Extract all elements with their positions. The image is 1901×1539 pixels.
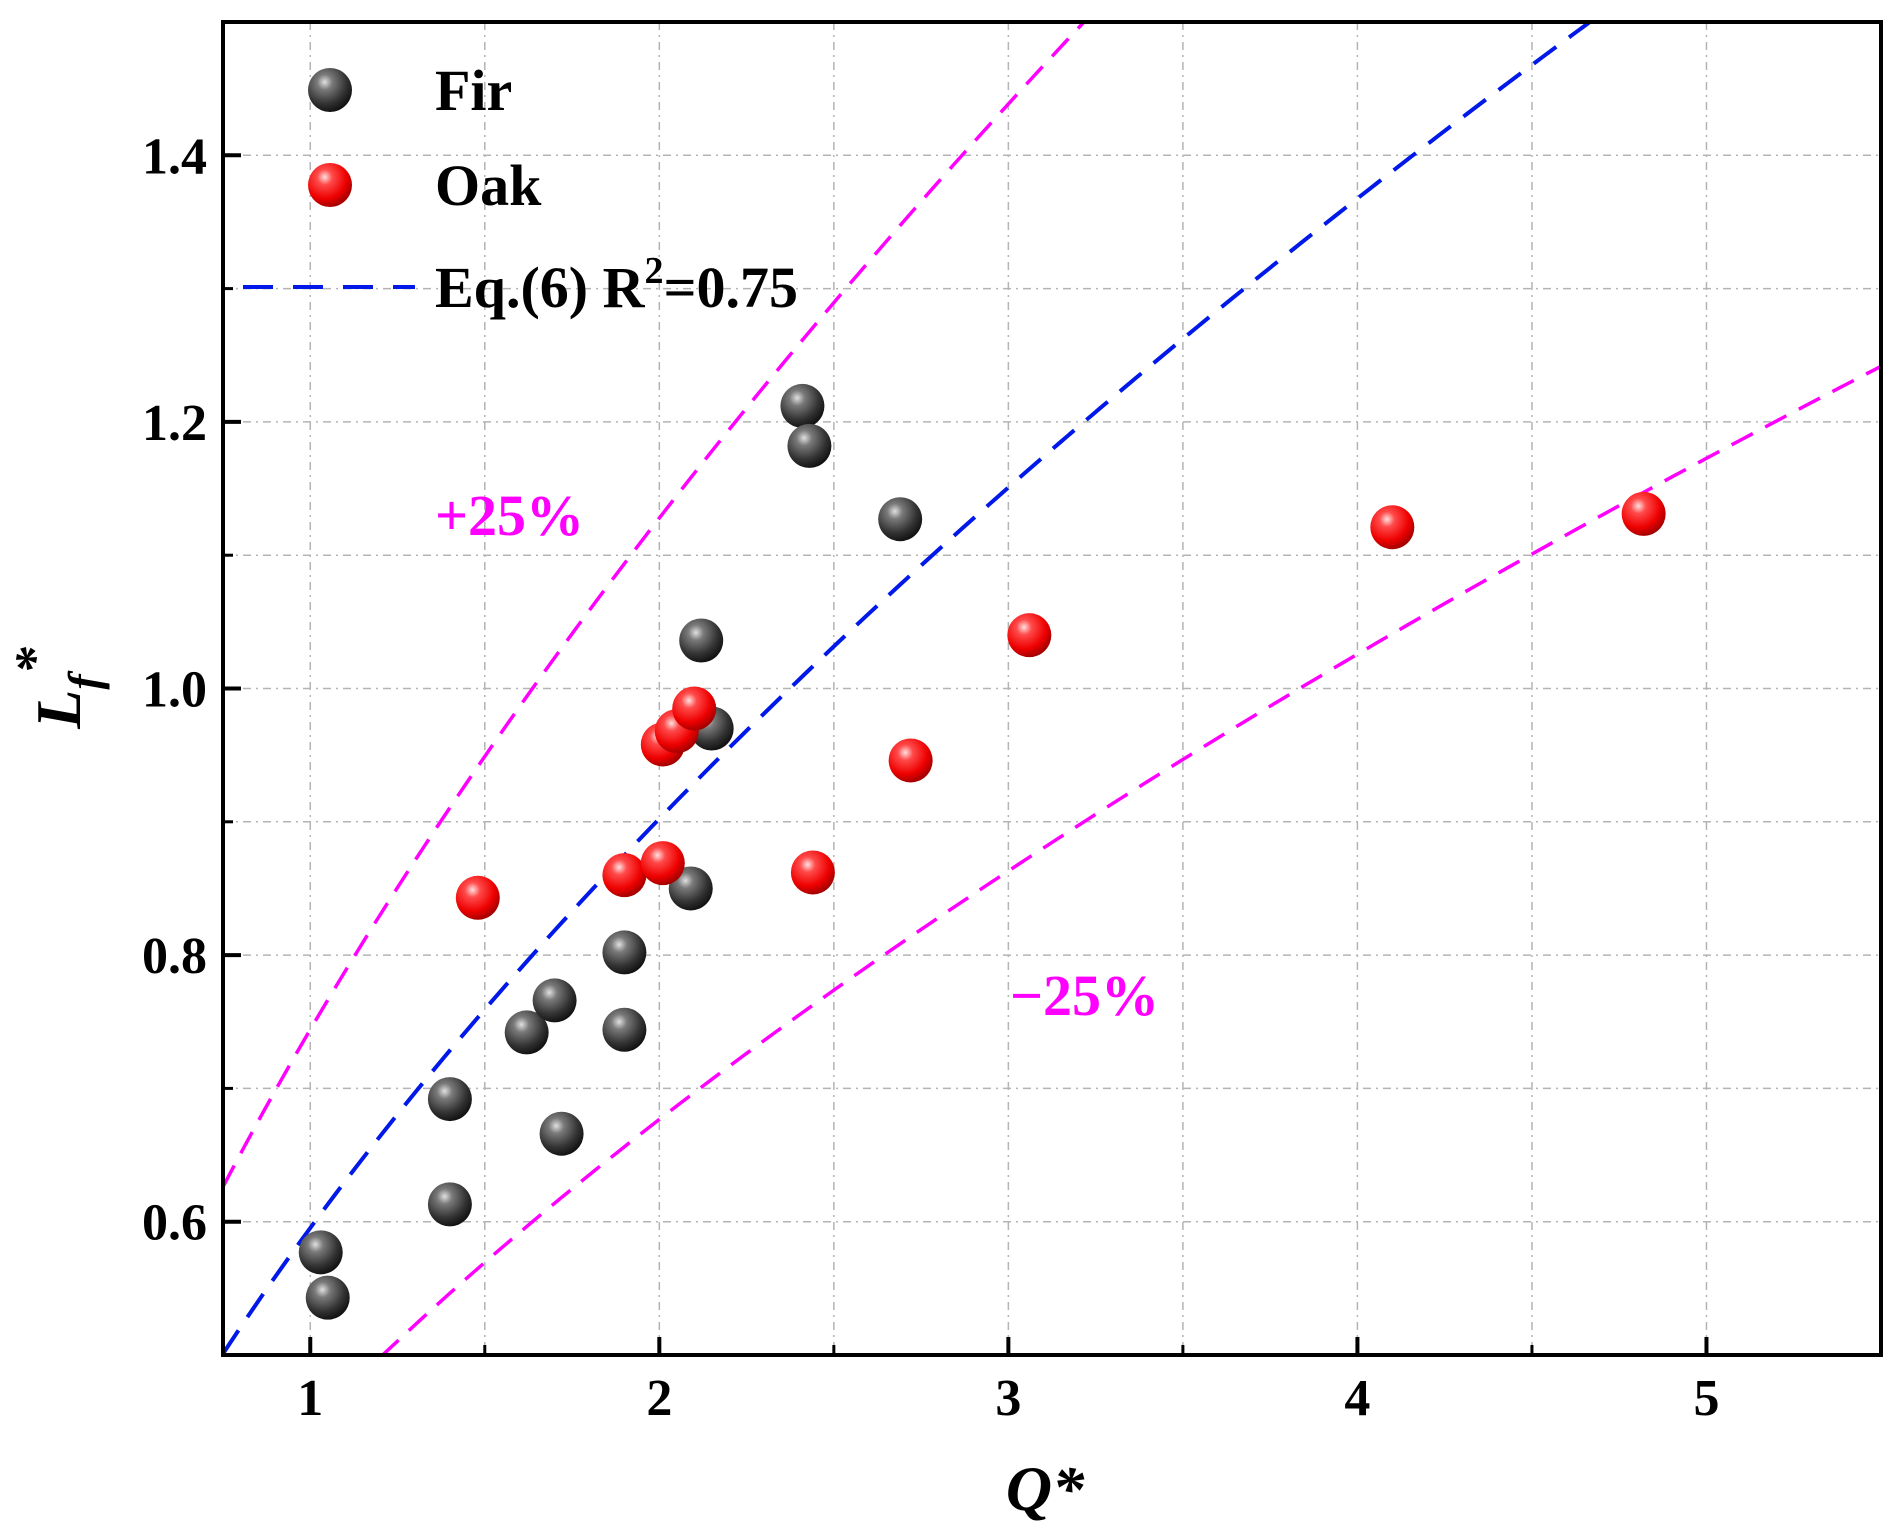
oak-point xyxy=(1370,505,1415,550)
y-tick-label: 1.4 xyxy=(142,128,207,185)
fir-point xyxy=(298,1230,343,1275)
tolerance-bands xyxy=(223,22,1881,1355)
legend-oak-marker xyxy=(308,163,352,207)
y-tick-label: 1.2 xyxy=(142,395,207,452)
y-tick-label: 0.8 xyxy=(142,928,207,985)
legend: Fir Oak Eq.(6) R2=0.75 xyxy=(243,58,798,320)
fir-point xyxy=(539,1111,584,1156)
y-axis-title-sub: f xyxy=(59,670,110,690)
oak-point xyxy=(1007,613,1052,658)
fir-point xyxy=(602,930,647,975)
legend-fit-value: =0.75 xyxy=(663,255,798,320)
fir-point xyxy=(305,1275,350,1320)
fir-point xyxy=(780,383,825,428)
legend-fir-label: Fir xyxy=(435,58,512,123)
legend-fit-r-sup: 2 xyxy=(644,250,663,292)
legend-fit-label: Eq.(6) R2=0.75 xyxy=(435,250,798,320)
oak-point xyxy=(672,686,717,731)
oak-point xyxy=(455,875,500,920)
x-tick-label: 4 xyxy=(1344,1370,1370,1427)
x-tick-label: 1 xyxy=(297,1370,323,1427)
legend-fit-r: R xyxy=(603,255,646,320)
svg-text:Lf*: Lf* xyxy=(4,646,110,729)
axis-ticks: 1 2 3 4 5 0.6 0.8 1.0 1.2 1.4 xyxy=(142,128,1719,1427)
y-axis-title-main: L xyxy=(23,690,94,730)
x-tick-label: 2 xyxy=(646,1370,672,1427)
legend-oak-label: Oak xyxy=(435,153,542,218)
fir-point xyxy=(427,1077,472,1122)
fir-point xyxy=(427,1182,472,1227)
fit-line xyxy=(223,22,1594,1355)
fir-point xyxy=(602,1007,647,1052)
y-axis-title-sup: * xyxy=(4,646,64,674)
fit-line-layer xyxy=(223,22,1594,1355)
x-axis-title: Q* xyxy=(1006,1453,1085,1524)
legend-fit-name: Eq.(6) xyxy=(435,255,588,320)
plot-frame xyxy=(221,20,1883,1357)
fir-point xyxy=(532,978,577,1023)
oak-point xyxy=(790,850,835,895)
x-tick-label: 3 xyxy=(995,1370,1021,1427)
y-tick-label: 1.0 xyxy=(142,662,207,719)
oak-point xyxy=(640,841,685,886)
band-lower-line xyxy=(380,364,1881,1355)
fir-point xyxy=(787,423,832,468)
x-tick-label: 5 xyxy=(1693,1370,1719,1427)
band-label-minus: −25% xyxy=(1010,963,1159,1028)
fir-point xyxy=(504,1010,549,1055)
fir-point xyxy=(668,866,713,911)
fir-point xyxy=(878,497,923,542)
y-axis-title: Lf* xyxy=(4,646,110,729)
y-tick-label: 0.6 xyxy=(142,1195,207,1252)
fir-point xyxy=(679,618,724,663)
oak-point xyxy=(602,853,647,898)
data-points xyxy=(298,383,1666,1320)
legend-fir-marker xyxy=(308,68,352,112)
grid xyxy=(223,22,1881,1355)
band-label-plus: +25% xyxy=(435,483,584,548)
oak-point xyxy=(1621,491,1666,536)
oak-point xyxy=(888,738,933,783)
